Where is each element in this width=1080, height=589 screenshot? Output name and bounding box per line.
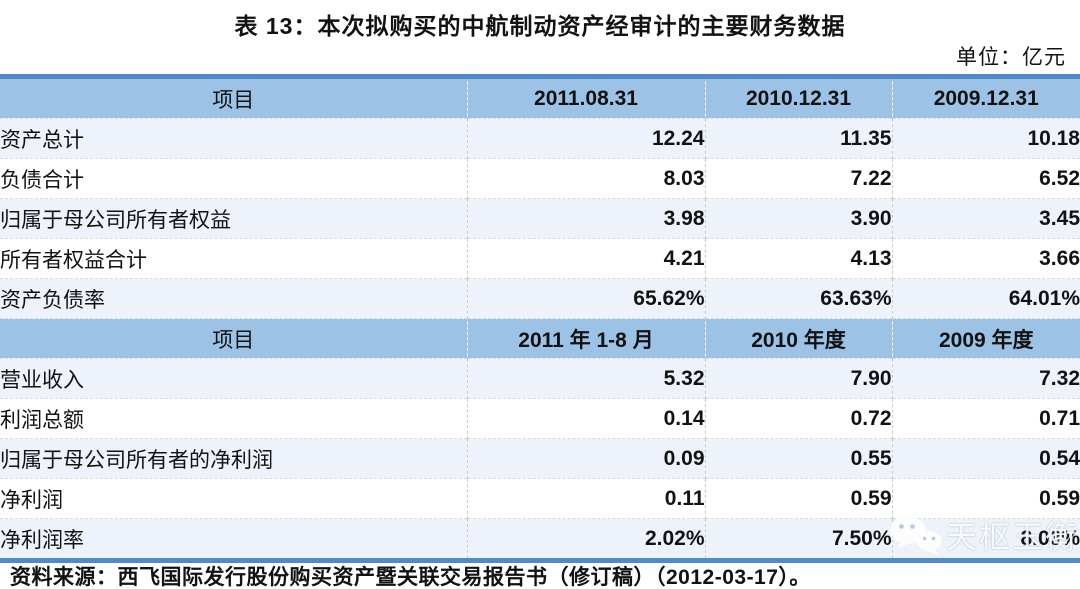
value-cell: 3.45 bbox=[891, 198, 1080, 239]
value-cell: 7.50% bbox=[704, 518, 892, 561]
value-cell: 0.55 bbox=[704, 438, 892, 479]
table-row: 资产总计 12.24 11.35 10.18 bbox=[0, 118, 1080, 159]
value-cell: 2.02% bbox=[466, 518, 705, 561]
value-cell: 3.90 bbox=[704, 198, 892, 239]
row-label-cell: 利润总额 bbox=[0, 398, 467, 439]
value-cell: 3.66 bbox=[891, 238, 1080, 279]
table-row: 所有者权益合计 4.21 4.13 3.66 bbox=[0, 238, 1080, 279]
header-period-cell: 2009.12.31 bbox=[891, 76, 1080, 119]
table-row: 营业收入 5.32 7.90 7.32 bbox=[0, 358, 1080, 399]
value-cell: 0.14 bbox=[466, 398, 705, 439]
value-cell: 0.54 bbox=[891, 438, 1080, 479]
value-cell: 0.59 bbox=[891, 478, 1080, 519]
row-label-cell: 资产负债率 bbox=[0, 278, 467, 319]
table-row: 净利润 0.11 0.59 0.59 bbox=[0, 478, 1080, 519]
value-cell: 8.03 bbox=[466, 158, 705, 199]
header-item-cell: 项目 bbox=[0, 76, 467, 119]
table-row: 净利润率 2.02% 7.50% 8.03% bbox=[0, 518, 1080, 561]
value-cell: 7.32 bbox=[891, 358, 1080, 399]
value-cell: 6.52 bbox=[891, 158, 1080, 199]
row-label-cell: 负债合计 bbox=[0, 158, 467, 199]
value-cell: 3.98 bbox=[466, 198, 705, 239]
value-cell: 0.09 bbox=[466, 438, 705, 479]
row-label-cell: 资产总计 bbox=[0, 118, 467, 159]
header-period-cell: 2011 年 1-8 月 bbox=[466, 318, 705, 359]
value-cell: 12.24 bbox=[466, 118, 705, 159]
source-note: 资料来源：西飞国际发行股份购买资产暨关联交易报告书（修订稿）（2012-03-1… bbox=[10, 566, 811, 589]
financial-table: 项目 2011.08.31 2010.12.31 2009.12.31 资产总计… bbox=[0, 74, 1080, 563]
row-label-cell: 归属于母公司所有者权益 bbox=[0, 198, 467, 239]
row-label-cell: 营业收入 bbox=[0, 358, 467, 399]
value-cell: 8.03% bbox=[891, 518, 1080, 561]
header-period-cell: 2010.12.31 bbox=[704, 76, 892, 119]
value-cell: 4.13 bbox=[704, 238, 892, 279]
table-row: 利润总额 0.14 0.72 0.71 bbox=[0, 398, 1080, 439]
header-period-cell: 2010 年度 bbox=[704, 318, 892, 359]
table-header-row: 项目 2011 年 1-8 月 2010 年度 2009 年度 bbox=[0, 318, 1080, 359]
value-cell: 10.18 bbox=[891, 118, 1080, 159]
value-cell: 11.35 bbox=[704, 118, 892, 159]
row-label-cell: 归属于母公司所有者的净利润 bbox=[0, 438, 467, 479]
table-row: 负债合计 8.03 7.22 6.52 bbox=[0, 158, 1080, 199]
header-period-cell: 2009 年度 bbox=[891, 318, 1080, 359]
value-cell: 64.01% bbox=[891, 278, 1080, 319]
value-cell: 7.22 bbox=[704, 158, 892, 199]
table-row: 归属于母公司所有者权益 3.98 3.90 3.45 bbox=[0, 198, 1080, 239]
value-cell: 0.72 bbox=[704, 398, 892, 439]
table-header-row: 项目 2011.08.31 2010.12.31 2009.12.31 bbox=[0, 76, 1080, 119]
table-row: 归属于母公司所有者的净利润 0.09 0.55 0.54 bbox=[0, 438, 1080, 479]
row-label-cell: 净利润 bbox=[0, 478, 467, 519]
value-cell: 7.90 bbox=[704, 358, 892, 399]
value-cell: 0.11 bbox=[466, 478, 705, 519]
value-cell: 63.63% bbox=[704, 278, 892, 319]
value-cell: 65.62% bbox=[466, 278, 705, 319]
table-title: 表 13：本次拟购买的中航制动资产经审计的主要财务数据 bbox=[234, 13, 846, 39]
unit-note: 单位：亿元 bbox=[956, 46, 1066, 69]
row-label-cell: 净利润率 bbox=[0, 518, 467, 561]
header-item-cell: 项目 bbox=[0, 318, 467, 359]
value-cell: 0.71 bbox=[891, 398, 1080, 439]
value-cell: 4.21 bbox=[466, 238, 705, 279]
value-cell: 5.32 bbox=[466, 358, 705, 399]
value-cell: 0.59 bbox=[704, 478, 892, 519]
header-period-cell: 2011.08.31 bbox=[466, 76, 705, 119]
table-row: 资产负债率 65.62% 63.63% 64.01% bbox=[0, 278, 1080, 319]
row-label-cell: 所有者权益合计 bbox=[0, 238, 467, 279]
